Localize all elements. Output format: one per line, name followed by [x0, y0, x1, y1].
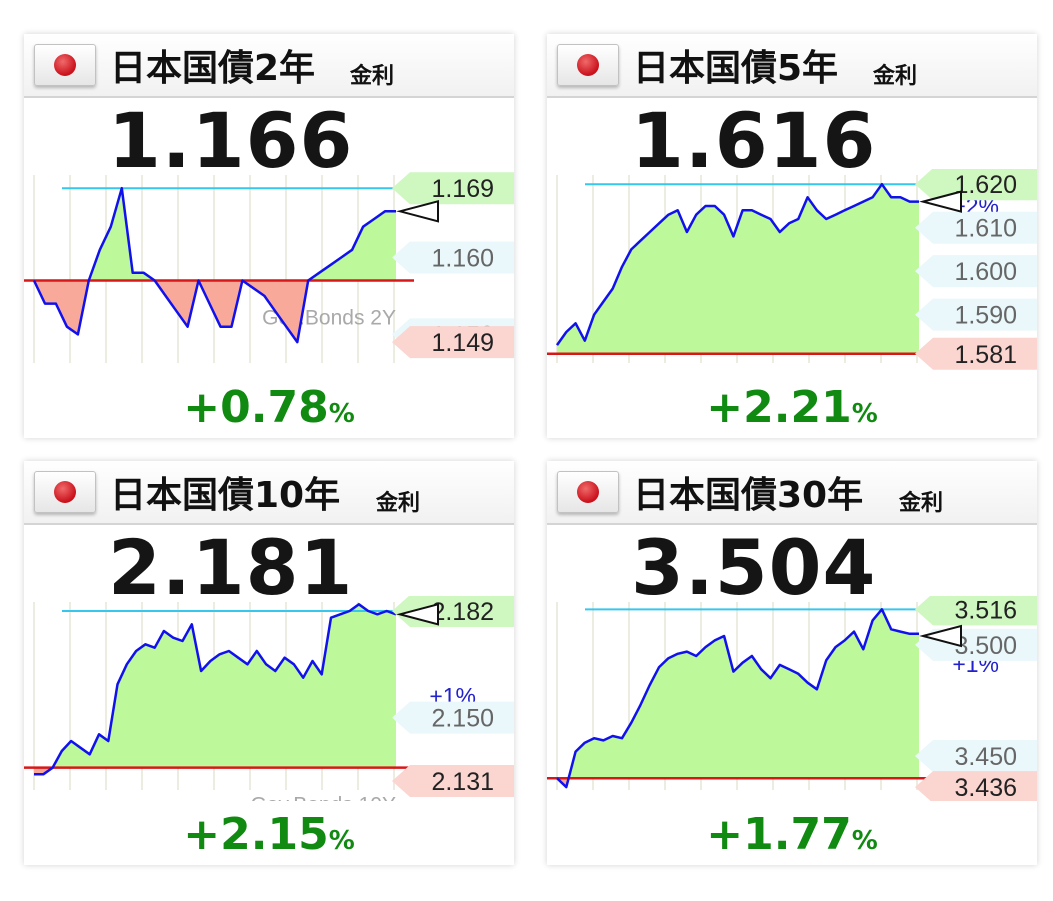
current-yield: 3.504 — [631, 523, 877, 612]
panel-title: 日本国債2年 — [110, 48, 316, 89]
high-label-bg — [392, 172, 514, 205]
change-percent: +2.21% — [547, 382, 1037, 433]
low-label-bg — [392, 765, 514, 797]
panel-title: 日本国債30年 — [633, 475, 864, 516]
current-yield: 1.166 — [108, 96, 354, 185]
yield-chart: Gov.Bonds 5Y+2%+1%1.6101.6001.5901.6201.… — [547, 169, 1037, 370]
current-value-pointer — [919, 190, 962, 213]
low-label: 2.131 — [392, 765, 514, 797]
series-line — [34, 603, 397, 776]
tick-label-bg — [915, 298, 1037, 331]
flag-red-circle — [54, 481, 76, 503]
panel-jgb-2y: 日本国債2年 金利 1.166 Gov.Bonds 2Y1.1601.1501.… — [24, 34, 514, 438]
high-label-text: 1.169 — [431, 175, 494, 203]
change-value: +0.78 — [183, 382, 329, 433]
panel-jgb-5y: 日本国債5年 金利 1.616 Gov.Bonds 5Y+2%+1%1.6101… — [547, 34, 1037, 438]
tick-label-text: 1.600 — [954, 258, 1017, 286]
panel-subtitle: 金利 — [350, 64, 395, 89]
change-unit: % — [851, 399, 878, 429]
panel-title: 日本国債10年 — [110, 475, 341, 516]
panel-subtitle: 金利 — [899, 491, 944, 516]
tick-label-text: 1.590 — [954, 302, 1017, 330]
tick-label-text: 3.500 — [954, 632, 1017, 660]
tick-label: 1.160 — [392, 241, 514, 274]
japan-flag-icon — [557, 44, 619, 86]
series-line — [32, 186, 396, 344]
tick-label-bg — [392, 241, 514, 274]
flag-red-circle — [54, 54, 76, 76]
change-unit: % — [328, 826, 355, 856]
tick-label-text: 2.150 — [431, 705, 494, 733]
high-label-text: 3.516 — [954, 596, 1017, 624]
low-label-text: 3.436 — [954, 774, 1017, 801]
tick-label-bg — [392, 701, 514, 734]
tick-label-text: 1.610 — [954, 215, 1017, 243]
high-label: 1.620 — [915, 169, 1037, 201]
low-label-text: 1.149 — [431, 329, 494, 357]
high-label-text: 1.620 — [954, 171, 1017, 199]
change-value: +2.21 — [706, 382, 852, 433]
low-label-text: 2.131 — [431, 768, 494, 796]
panel-jgb-10y: 日本国債10年 金利 2.181 Gov.Bonds 10Y+2%+1%2.15… — [24, 461, 514, 865]
area-above-baseline — [52, 604, 396, 768]
area-above-baseline — [557, 609, 919, 779]
low-label-text: 1.581 — [954, 341, 1017, 369]
change-percent: +2.15% — [24, 809, 514, 860]
panel-subtitle: 金利 — [873, 64, 918, 89]
low-label-bg — [915, 337, 1037, 370]
panel-jgb-30y: 日本国債30年 金利 3.504 Gov.Bonds 30Y+1%3.5003.… — [547, 461, 1037, 865]
high-label-text: 2.182 — [431, 598, 494, 626]
low-label-bg — [915, 771, 1037, 801]
flag-red-circle — [577, 481, 599, 503]
tick-label: 1.600 — [915, 255, 1037, 288]
tick-label: 3.450 — [915, 740, 1037, 772]
low-label: 1.581 — [915, 337, 1037, 370]
flag-red-circle — [577, 54, 599, 76]
high-label-bg — [915, 596, 1037, 626]
low-label: 1.149 — [392, 326, 514, 359]
japan-flag-icon — [34, 471, 96, 513]
low-label-bg — [392, 326, 514, 359]
panel-header: 日本国債2年 金利 — [24, 34, 514, 98]
tick-label: 1.590 — [915, 298, 1037, 331]
change-value: +2.15 — [183, 809, 329, 860]
series-line — [555, 182, 919, 346]
panel-title: 日本国債5年 — [633, 48, 839, 89]
tick-label-bg — [915, 255, 1037, 288]
current-value-pointer — [396, 200, 439, 223]
high-label: 3.516 — [915, 596, 1037, 626]
tick-label-bg — [915, 211, 1037, 244]
tick-label-bg — [915, 740, 1037, 772]
high-label: 1.169 — [392, 172, 514, 205]
series-line — [556, 608, 919, 789]
current-yield: 2.181 — [108, 523, 354, 612]
japan-flag-icon — [34, 44, 96, 86]
low-label: 3.436 — [915, 771, 1037, 801]
tick-label: 1.610 — [915, 211, 1037, 244]
tick-label-text: 1.160 — [431, 244, 494, 272]
change-unit: % — [851, 826, 878, 856]
tick-label-text: 3.450 — [954, 743, 1017, 771]
change-percent: +0.78% — [24, 382, 514, 433]
area-above-baseline — [557, 184, 919, 354]
change-unit: % — [328, 399, 355, 429]
current-yield: 1.616 — [631, 96, 877, 185]
current-value-pointer — [919, 624, 962, 648]
area-below-baseline — [34, 280, 309, 343]
change-percent: +1.77% — [547, 809, 1037, 860]
change-value: +1.77 — [706, 809, 852, 860]
panel-header: 日本国債5年 金利 — [547, 34, 1037, 98]
high-label-bg — [915, 169, 1037, 201]
tick-label: 2.150 — [392, 701, 514, 734]
panel-subtitle: 金利 — [376, 491, 421, 516]
panel-header: 日本国債30年 金利 — [547, 461, 1037, 525]
panel-header: 日本国債10年 金利 — [24, 461, 514, 525]
chart-watermark: Gov.Bonds 10Y — [250, 794, 396, 801]
japan-flag-icon — [557, 471, 619, 513]
current-value-pointer — [396, 603, 439, 626]
